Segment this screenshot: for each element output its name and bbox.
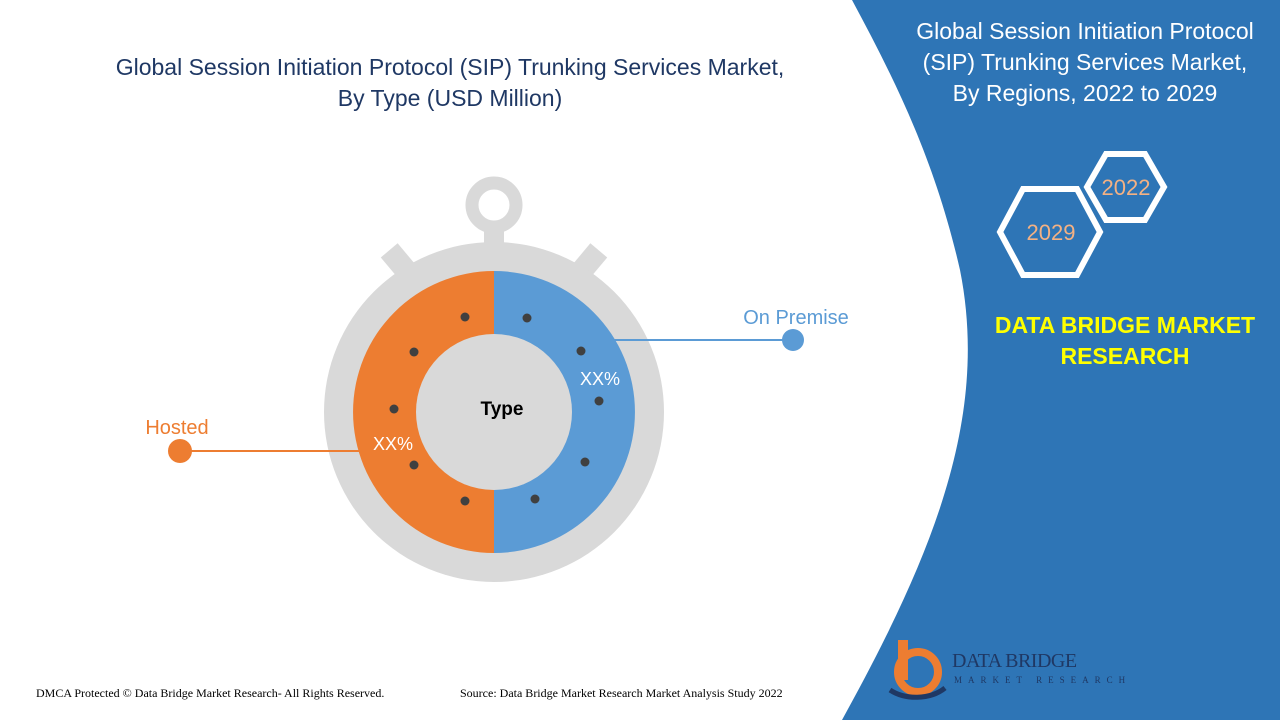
data-label-on-premise: XX% — [580, 369, 620, 389]
footer-source: Source: Data Bridge Market Research Mark… — [460, 686, 783, 700]
year-2022: 2022 — [1102, 175, 1151, 200]
regions-title: Global Session Initiation Protocol (SIP)… — [890, 16, 1280, 109]
chart-title-line1: Global Session Initiation Protocol (SIP)… — [115, 54, 785, 80]
hexagon-2029 — [996, 186, 1104, 278]
logo-subtitle: MARKET RESEARCH — [954, 675, 1132, 685]
regions-title-line3: By Regions, 2022 to 2029 — [952, 80, 1218, 106]
leader-dot-hosted — [168, 439, 192, 463]
dial-dots — [389, 312, 604, 506]
brand-name: DATA BRIDGE MARKET RESEARCH — [960, 310, 1280, 372]
legend-on-premise: On Premise — [743, 307, 849, 329]
logo-name: DATA BRIDGE — [952, 650, 1077, 672]
hexagon-2022 — [1083, 151, 1168, 223]
regions-title-line2: (SIP) Trunking Services Market, — [922, 49, 1248, 75]
stopwatch-knob — [465, 176, 523, 234]
data-label-hosted: XX% — [373, 434, 413, 454]
regions-title-line1: Global Session Initiation Protocol — [916, 18, 1254, 44]
leader-dot-on-premise — [782, 329, 804, 351]
logo-icon — [888, 640, 947, 700]
center-label: Type — [481, 399, 524, 420]
footer-copyright: DMCA Protected © Data Bridge Market Rese… — [36, 686, 385, 700]
chart-title: Global Session Initiation Protocol (SIP)… — [60, 52, 840, 114]
year-2029: 2029 — [1027, 220, 1076, 245]
brand-line2: RESEARCH — [1060, 343, 1190, 369]
legend-hosted: Hosted — [145, 417, 208, 439]
brand-line1: DATA BRIDGE MARKET — [994, 312, 1256, 338]
chart-title-line2: By Type (USD Million) — [337, 85, 563, 111]
donut-hole — [416, 334, 572, 490]
right-panel — [842, 0, 1280, 720]
